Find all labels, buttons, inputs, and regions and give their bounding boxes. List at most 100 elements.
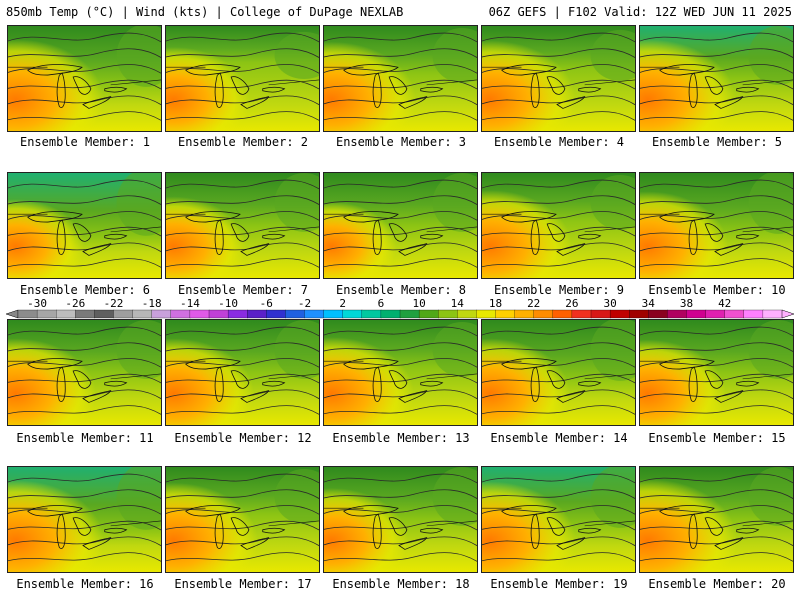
- great-lake-outline: [214, 219, 224, 255]
- ensemble-map-panel: [323, 319, 478, 426]
- ensemble-map-panel: [7, 466, 162, 573]
- colorbar-tick-label: 42: [718, 297, 731, 310]
- ensemble-map-panel: [481, 25, 636, 132]
- height-contour: [482, 258, 635, 268]
- ensemble-map-panel: [639, 319, 794, 426]
- great-lake-outline: [388, 76, 408, 95]
- colorbar-swatch: [247, 309, 267, 319]
- great-lake-outline: [578, 527, 602, 534]
- great-lake-outline: [736, 527, 760, 534]
- great-lake-outline: [736, 86, 760, 93]
- height-contour: [640, 552, 793, 562]
- height-contour: [166, 473, 319, 484]
- height-contour: [8, 389, 161, 400]
- height-contour: [482, 373, 635, 384]
- colorbar-tick-label: -10: [218, 297, 238, 310]
- height-contour: [324, 79, 477, 90]
- great-lake-outline: [343, 64, 399, 76]
- height-contour: [324, 389, 477, 400]
- border-line: [166, 507, 319, 527]
- height-contour: [640, 242, 793, 253]
- colorbar-swatch: [705, 309, 726, 319]
- height-contour: [324, 95, 477, 106]
- ensemble-map-panel: [165, 319, 320, 426]
- colorbar-tick-label: 26: [565, 297, 578, 310]
- great-lake-outline: [56, 513, 66, 549]
- great-lake-outline: [556, 243, 586, 256]
- height-contour: [8, 552, 161, 562]
- great-lake-outline: [688, 366, 698, 402]
- height-contour: [640, 473, 793, 484]
- member-caption: Ensemble Member: 11: [16, 431, 154, 445]
- colorbar-swatch: [56, 309, 76, 319]
- height-contour: [324, 258, 477, 268]
- cool-airmass: [116, 320, 161, 379]
- cool-airmass: [116, 467, 161, 530]
- height-contour: [640, 342, 793, 353]
- great-lake-outline: [546, 517, 566, 536]
- height-contour: [166, 536, 319, 547]
- member-caption: Ensemble Member: 3: [335, 135, 467, 149]
- height-contour: [324, 405, 477, 415]
- great-lake-outline: [688, 513, 698, 549]
- great-lake-outline: [688, 72, 698, 108]
- cool-airmass: [748, 320, 793, 379]
- colorbar-swatch: [571, 309, 592, 319]
- height-contour: [166, 258, 319, 268]
- colorbar-swatch: [208, 309, 229, 319]
- great-lake-outline: [262, 380, 286, 387]
- cool-airmass: [590, 467, 635, 528]
- great-lake-outline: [262, 86, 286, 93]
- height-contour: [166, 79, 319, 90]
- great-lake-outline: [578, 86, 602, 93]
- great-lake-outline: [714, 96, 744, 109]
- great-lake-outline: [420, 527, 444, 534]
- temperature-colorbar: -30 -26 -22 -18 -14 -10 -6 -2 2 6 10 14 18 22 26 30 34 38…: [6, 296, 794, 322]
- height-contour: [166, 405, 319, 415]
- height-contour: [166, 389, 319, 400]
- colorbar-swatch: [514, 309, 535, 319]
- colorbar-swatch: [75, 309, 96, 319]
- colorbar-tick-label: -22: [104, 297, 124, 310]
- colorbar-swatch: [686, 309, 707, 319]
- cool-airmass: [590, 320, 635, 381]
- height-contour: [324, 536, 477, 547]
- great-lake-outline: [556, 537, 586, 550]
- great-lake-outline: [546, 76, 566, 95]
- great-lake-outline: [704, 370, 724, 389]
- border-line: [324, 507, 477, 527]
- great-lake-outline: [714, 390, 744, 403]
- height-contour: [640, 326, 793, 337]
- great-lake-outline: [736, 233, 760, 240]
- member-caption: Ensemble Member: 18: [332, 577, 470, 591]
- height-contour: [482, 473, 635, 484]
- great-lake-outline: [72, 76, 92, 95]
- height-contour: [482, 405, 635, 415]
- great-lake-outline: [546, 223, 566, 242]
- border-line: [166, 360, 319, 380]
- ensemble-map-panel: [639, 466, 794, 573]
- great-lake-outline: [27, 505, 83, 517]
- great-lake-outline: [420, 233, 444, 240]
- height-contour: [324, 326, 477, 337]
- ensemble-map-panel: [323, 172, 478, 279]
- height-contour: [8, 195, 161, 206]
- height-contour: [640, 95, 793, 106]
- ensemble-map-panel: [165, 172, 320, 279]
- height-contour: [8, 342, 161, 353]
- border-line: [482, 213, 635, 233]
- height-contour: [482, 242, 635, 253]
- height-contour: [166, 48, 319, 59]
- member-caption: Ensemble Member: 12: [174, 431, 312, 445]
- colorbar-swatch: [724, 309, 745, 319]
- cool-airmass: [748, 173, 793, 234]
- cool-airmass: [116, 173, 161, 236]
- height-contour: [324, 342, 477, 353]
- great-lake-outline: [82, 537, 112, 550]
- height-contour: [324, 48, 477, 59]
- height-contour: [482, 79, 635, 90]
- map-title: 850mb Temp (°C) | Wind (kts) | College o…: [6, 5, 404, 19]
- colorbar-swatch: [227, 309, 248, 319]
- cool-airmass: [432, 173, 477, 232]
